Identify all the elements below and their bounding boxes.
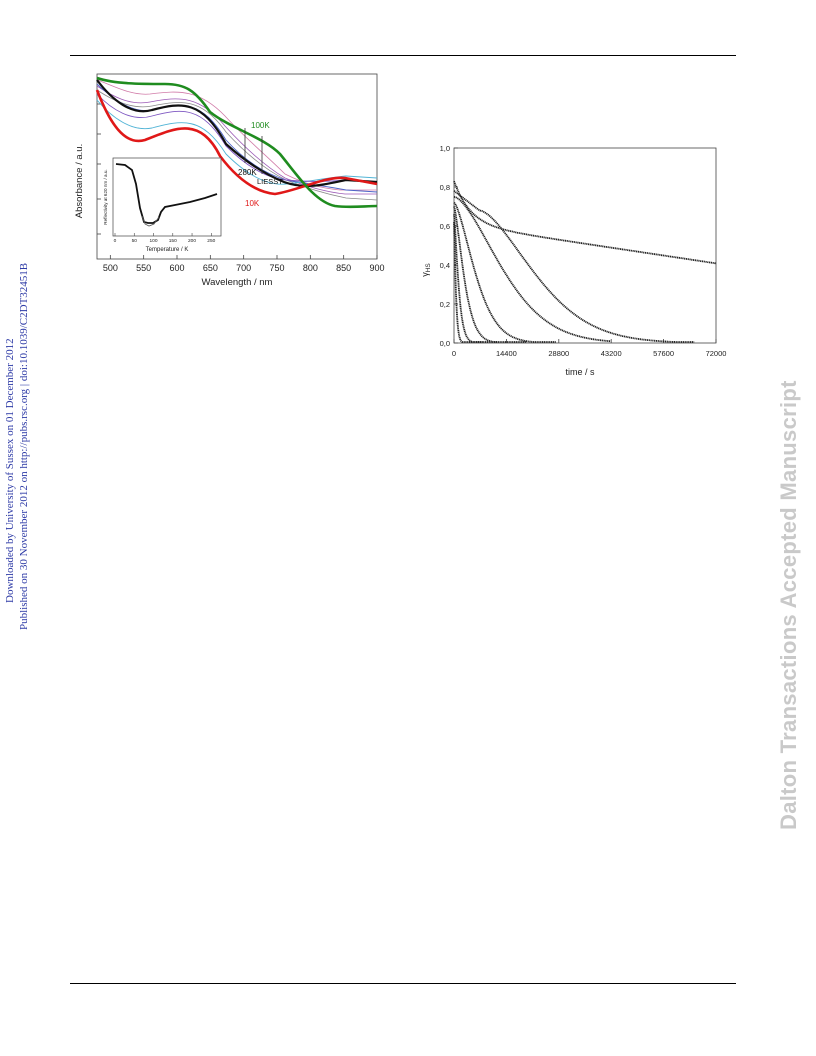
inset-ylabel: Reflectivity at 620 nm / a.u. (103, 169, 108, 224)
plot-frame-2 (453, 147, 717, 344)
x-tick-label: 500 (103, 263, 118, 273)
y-tick-label: 0,0 (440, 339, 450, 348)
decay-curve-6 (453, 214, 498, 343)
inset-x-tick-label: 100 (150, 238, 158, 244)
curve-red (95, 89, 378, 196)
curve-green (96, 76, 378, 209)
x-tick-label: 850 (336, 263, 351, 273)
x-tick-label: 43200 (601, 349, 622, 358)
inset-x-tick-label: 200 (188, 238, 196, 244)
footer-rule (70, 983, 736, 984)
inset-curve (115, 163, 218, 224)
x-tick-label: 14400 (496, 349, 517, 358)
label-100k: 100K (251, 121, 270, 130)
download-sidebar: Downloaded by University of Sussex on 01… (0, 0, 40, 1056)
download-info: Downloaded by University of Sussex on 01… (4, 338, 16, 603)
y-tick-label: 0,8 (440, 183, 450, 192)
decay-curve-1 (453, 180, 717, 265)
spectra-curves (95, 76, 378, 209)
inset-curve-cooling (141, 215, 160, 227)
x-tick-label: 550 (136, 263, 151, 273)
y-axis-label: Absorbance / a.u. (74, 144, 85, 218)
x-tick-label: 750 (269, 263, 284, 273)
decay-curve-4 (453, 201, 556, 343)
y-axis-label-2: γHS (420, 263, 432, 277)
relaxation-curves (453, 180, 717, 343)
y-tick-label: 1,0 (440, 144, 450, 153)
x-tick-label: 900 (369, 263, 384, 273)
inset-xlabel: Temperature / K (146, 247, 189, 253)
decay-curve-7 (453, 222, 484, 343)
y-tick-label: 0,6 (440, 222, 450, 231)
curve-violet (96, 93, 378, 183)
inset-x-tick-label: 150 (169, 238, 177, 244)
label-280k: 280K (238, 168, 257, 177)
x-tick-label: 700 (236, 263, 251, 273)
header-rule (70, 55, 736, 56)
x-tick-label: 800 (303, 263, 318, 273)
y-tick-label: 0,4 (440, 261, 450, 270)
x-tick-label: 650 (203, 263, 218, 273)
inset-x-tick-label: 50 (132, 238, 138, 244)
x-tick-label: 28800 (548, 349, 569, 358)
x-axis-label-2: time / s (565, 367, 595, 377)
x-axis-label: Wavelength / nm (202, 277, 273, 288)
inset-x-tick-label: 250 (207, 238, 215, 244)
relaxation-chart: 0 14400 28800 43200 57600 72000 0,0 0,2 0,4 0,6 0,… (420, 144, 727, 377)
inset-frame (112, 157, 222, 237)
y-tick-label: 0,2 (440, 300, 450, 309)
x-tick-label: 0 (452, 349, 456, 358)
x-tick-label: 57600 (653, 349, 674, 358)
absorbance-chart: 500 550 600 650 700 750 800 850 900 100K 280K LI… (74, 73, 385, 288)
x-tick-label: 72000 (706, 349, 727, 358)
label-10k: 10K (245, 199, 260, 208)
journal-watermark: Dalton Transactions Accepted Manuscript (776, 380, 801, 830)
plot-frame (96, 73, 378, 260)
decay-curve-5 (453, 206, 527, 343)
publication-info: Published on 30 November 2012 on http://… (18, 262, 30, 630)
x-tick-label: 600 (169, 263, 184, 273)
inset-x-tick-label: 0 (114, 238, 117, 244)
label-liesst: LIESST (257, 177, 283, 186)
decay-curve-3 (453, 195, 611, 343)
journal-watermark-area: Dalton Transactions Accepted Manuscript (766, 0, 816, 1056)
decay-curve-2 (453, 190, 695, 343)
